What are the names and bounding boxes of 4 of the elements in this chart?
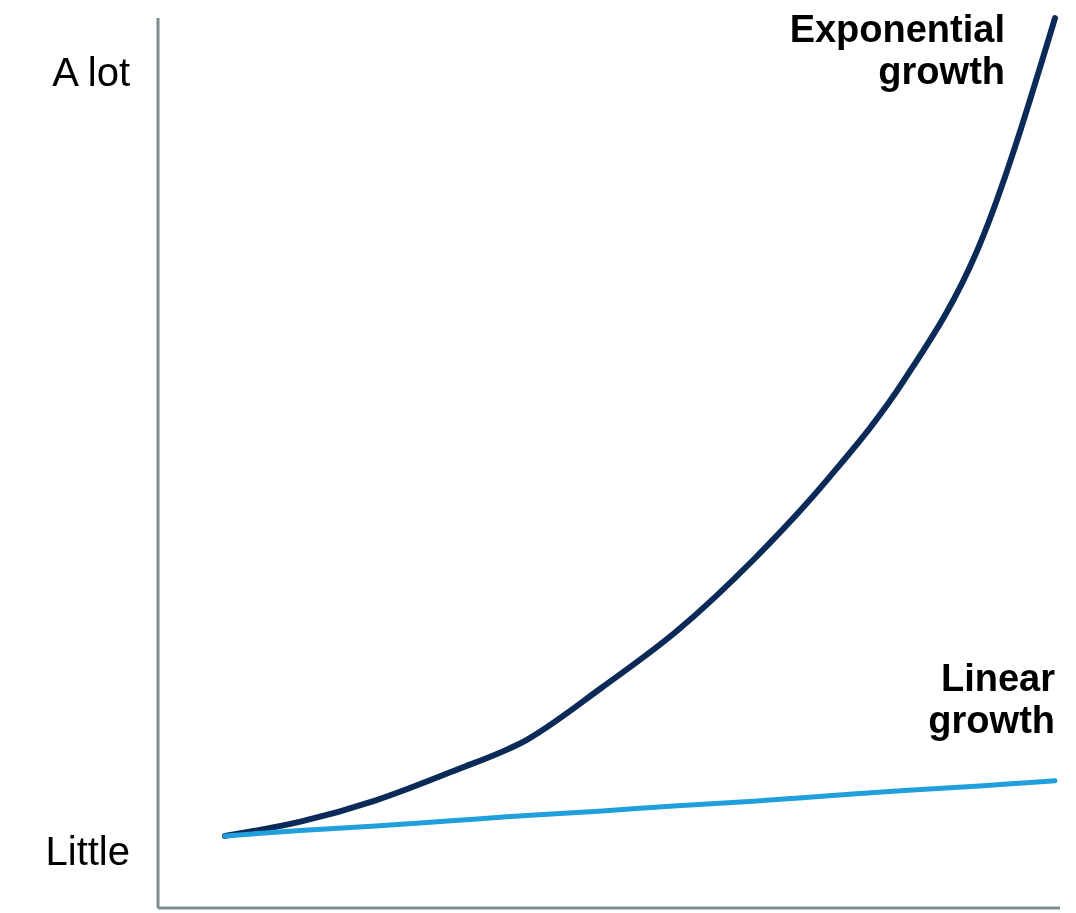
- series-label: Exponential growth: [789, 8, 1005, 92]
- series-label: Linear growth: [928, 656, 1056, 741]
- text: A lot: [52, 50, 130, 94]
- text: Little: [45, 829, 130, 873]
